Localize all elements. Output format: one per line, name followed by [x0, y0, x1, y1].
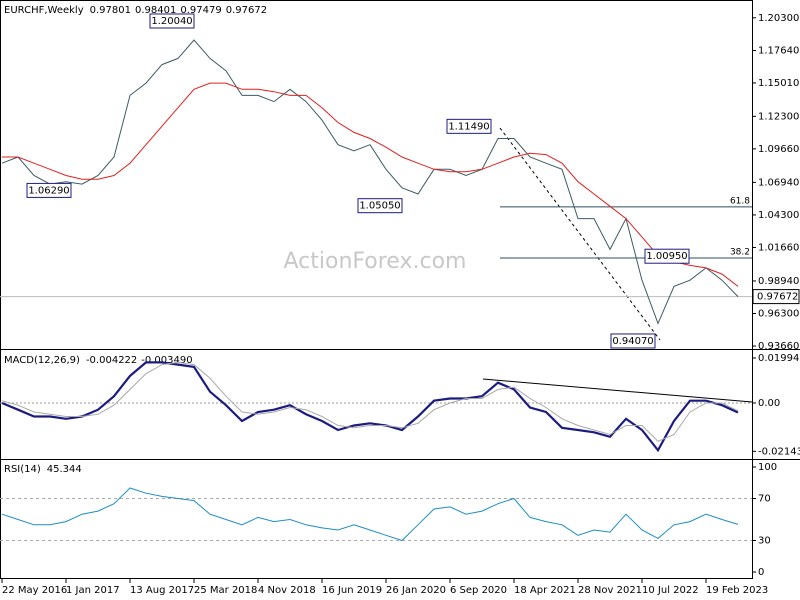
annotation-label: 1.05050 [359, 201, 400, 212]
low: 0.97479 [180, 5, 221, 16]
y-tick-label: 100 [758, 462, 777, 473]
close: 0.97672 [226, 5, 267, 16]
macd-name: MACD(12,26,9) [4, 355, 80, 366]
high: 0.98401 [135, 5, 176, 16]
fib-label: 61.8 [730, 196, 750, 206]
series-line [1, 361, 739, 453]
annotation-box [446, 118, 492, 134]
symbol: EURCHF,Weekly [4, 5, 84, 16]
x-tick-label: 25 Mar 2018 [194, 585, 257, 596]
y-tick-label: 70 [758, 493, 771, 504]
annotation-label: 1.20040 [151, 16, 192, 27]
last-price-box [752, 289, 800, 305]
watermark: ActionForex.com [284, 249, 467, 274]
y-tick-label: 0.98940 [758, 276, 799, 287]
y-tick-label: 30 [758, 536, 771, 547]
x-tick-label: 1 Jan 2017 [66, 585, 120, 596]
rsi-title: RSI(14) 45.344 [4, 464, 82, 475]
y-tick-label: 1.04300 [758, 210, 799, 221]
x-tick-label: 18 Apr 2021 [514, 585, 576, 596]
x-tick-label: 4 Nov 2018 [258, 585, 316, 596]
series-line [1, 487, 739, 542]
macd-trendline [482, 378, 753, 403]
frame [0, 0, 753, 579]
annotation-label: 1.11490 [448, 121, 489, 132]
y-tick-label: 0.00 [758, 398, 780, 409]
signal-value: -0.003490 [141, 355, 192, 366]
series-line [1, 361, 739, 442]
y-tick-label: -0.021434 [758, 446, 800, 457]
annotation-box [644, 248, 690, 264]
last-price-label: 0.97672 [757, 292, 798, 303]
macd-value: -0.004222 [86, 355, 137, 366]
x-tick-label: 26 Jan 2020 [386, 585, 446, 596]
trend-dashed [499, 127, 661, 341]
x-tick-label: 28 Nov 2021 [578, 585, 642, 596]
annotation-label: 1.06290 [28, 185, 69, 196]
fib-label: 38.2 [730, 248, 750, 258]
series-line [1, 39, 739, 325]
x-tick-label: 13 Aug 2017 [130, 585, 194, 596]
annotation-box [26, 182, 72, 198]
y-tick-label: 1.17640 [758, 46, 799, 57]
x-tick-label: 10 Jul 2022 [642, 585, 699, 596]
y-tick-label: 0.93660 [758, 341, 799, 352]
y-tick-label: 1.20300 [758, 13, 799, 24]
macd-title: MACD(12,26,9) -0.004222 -0.003490 [4, 355, 193, 366]
y-tick-label: 1.01660 [758, 242, 799, 253]
annotation-label: 0.94070 [612, 336, 653, 347]
rsi-value: 45.344 [47, 464, 82, 475]
y-tick-label: 1.15010 [758, 78, 799, 89]
y-tick-label: 0 [758, 567, 764, 578]
annotation-box [357, 198, 403, 214]
rsi-name: RSI(14) [4, 464, 41, 475]
annotation-label: 1.00950 [646, 251, 687, 262]
open: 0.97801 [90, 5, 131, 16]
x-tick-label: 22 May 2016 [2, 585, 67, 596]
y-tick-label: 1.06940 [758, 177, 799, 188]
x-tick-label: 19 Feb 2023 [706, 585, 768, 596]
price-title: EURCHF,Weekly 0.97801 0.98401 0.97479 0.9767… [4, 5, 267, 16]
y-tick-label: 0.019943 [758, 353, 800, 364]
series-line [2, 82, 739, 287]
x-tick-label: 6 Sep 2020 [450, 585, 507, 596]
annotation-box [610, 333, 656, 349]
annotation-box [149, 13, 195, 29]
x-tick-label: 16 Jun 2019 [322, 585, 382, 596]
y-tick-label: 1.09660 [758, 144, 799, 155]
y-tick-label: 1.12300 [758, 111, 799, 122]
y-tick-label: 0.96300 [758, 309, 799, 320]
